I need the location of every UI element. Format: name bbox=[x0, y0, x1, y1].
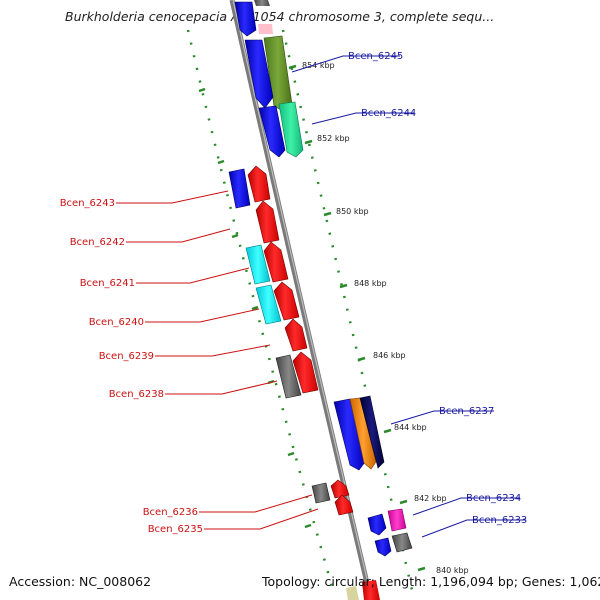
gene-label-bcen6233[interactable]: Bcen_6233 bbox=[472, 515, 527, 526]
gene-arrow-bcen6238-gray[interactable] bbox=[275, 354, 302, 399]
gene-label-bcen6238[interactable]: Bcen_6238 bbox=[109, 389, 164, 400]
gene-label-bcen6242[interactable]: Bcen_6242 bbox=[70, 237, 125, 248]
chromosome-backbone-highlight bbox=[232, 0, 373, 600]
gene-label-bcen6235[interactable]: Bcen_6235 bbox=[148, 524, 203, 535]
inner-tick-track bbox=[186, 29, 335, 591]
kbp-label-852: 852 kbp bbox=[317, 134, 350, 143]
gene-label-bcen6244[interactable]: Bcen_6244 bbox=[361, 108, 416, 119]
chromosome-backbone bbox=[229, 0, 374, 600]
gene-label-bcen6241[interactable]: Bcen_6241 bbox=[80, 278, 135, 289]
gene-arrow-bottom-tan[interactable] bbox=[346, 586, 359, 600]
gene-arrow-top-pink[interactable] bbox=[258, 24, 273, 34]
map-title: Burkholderia cenocepacia AU 1054 chromos… bbox=[65, 9, 495, 24]
gene-arrow-bcen6237-orange[interactable] bbox=[349, 397, 377, 470]
gene-label-bcen6236[interactable]: Bcen_6236 bbox=[143, 507, 198, 518]
gene-label-bcen6234[interactable]: Bcen_6234 bbox=[466, 493, 521, 504]
kbp-label-842: 842 kbp bbox=[414, 494, 447, 503]
gene-arrow-bcen6236-red[interactable] bbox=[330, 479, 350, 499]
gene-label-bcen6237[interactable]: Bcen_6237 bbox=[439, 406, 494, 417]
gene-arrow-bcen6243-red[interactable] bbox=[247, 165, 271, 203]
gene-arrow-bcen6240-red[interactable] bbox=[273, 281, 300, 321]
gene-arrow-blue-1[interactable] bbox=[244, 39, 274, 109]
gene-arrow-top-gray[interactable] bbox=[254, 0, 270, 6]
gene-label-bcen6243[interactable]: Bcen_6243 bbox=[60, 198, 115, 209]
gene-arrow-bcen6243-blue[interactable] bbox=[228, 168, 251, 209]
gene-arrow-bcen6242-red[interactable] bbox=[255, 200, 280, 244]
genome-summary-text: Topology: circular; Length: 1,196,094 bp… bbox=[262, 574, 600, 589]
gene-arrow-bcen6236-gray[interactable] bbox=[311, 482, 331, 504]
gene-arrow-bcen6233-gray[interactable] bbox=[391, 532, 413, 553]
gene-arrow-bcen6244-mint[interactable] bbox=[278, 101, 304, 158]
gene-arrow-bcen6235-red[interactable] bbox=[334, 494, 354, 516]
major-ticks bbox=[198, 64, 426, 572]
gene-arrow-bcen6233-blue[interactable] bbox=[374, 537, 392, 557]
gene-arrow-bcen6234-blue[interactable] bbox=[367, 513, 387, 536]
kbp-label-854: 854 kbp bbox=[302, 61, 335, 70]
kbp-label-850: 850 kbp bbox=[336, 207, 369, 216]
gene-arrow-blue-2[interactable] bbox=[258, 105, 286, 158]
gene-label-bcen6239[interactable]: Bcen_6239 bbox=[99, 351, 154, 362]
accession-text: Accession: NC_008062 bbox=[9, 574, 152, 589]
gene-arrow-bcen6240-cyan[interactable] bbox=[255, 284, 282, 325]
gene-arrow-top-blue[interactable] bbox=[234, 1, 257, 37]
kbp-label-846: 846 kbp bbox=[373, 351, 406, 360]
gene-label-bcen6240[interactable]: Bcen_6240 bbox=[89, 317, 144, 328]
gene-label-bcen6245[interactable]: Bcen_6245 bbox=[348, 51, 403, 62]
kbp-label-844: 844 kbp bbox=[394, 423, 427, 432]
kbp-label-840: 840 kbp bbox=[436, 566, 469, 575]
gene-arrow-bcen6241-red[interactable] bbox=[263, 241, 289, 283]
gene-arrow-bcen6239-red[interactable] bbox=[284, 318, 308, 352]
gene-arrow-bcen6237-blue[interactable] bbox=[333, 398, 366, 471]
gene-arrow-bcen6238-red[interactable] bbox=[292, 351, 319, 394]
forward-leader-lines bbox=[291, 55, 526, 538]
kbp-label-848: 848 kbp bbox=[354, 279, 387, 288]
reverse-leader-lines bbox=[116, 190, 319, 530]
gene-arrow-bcen6241-cyan[interactable] bbox=[245, 244, 271, 285]
gene-arrow-bottom-red[interactable] bbox=[362, 580, 380, 600]
gene-arrow-bcen6237-navy[interactable] bbox=[359, 395, 385, 469]
gene-arrow-bcen6234-magenta[interactable] bbox=[387, 508, 407, 532]
